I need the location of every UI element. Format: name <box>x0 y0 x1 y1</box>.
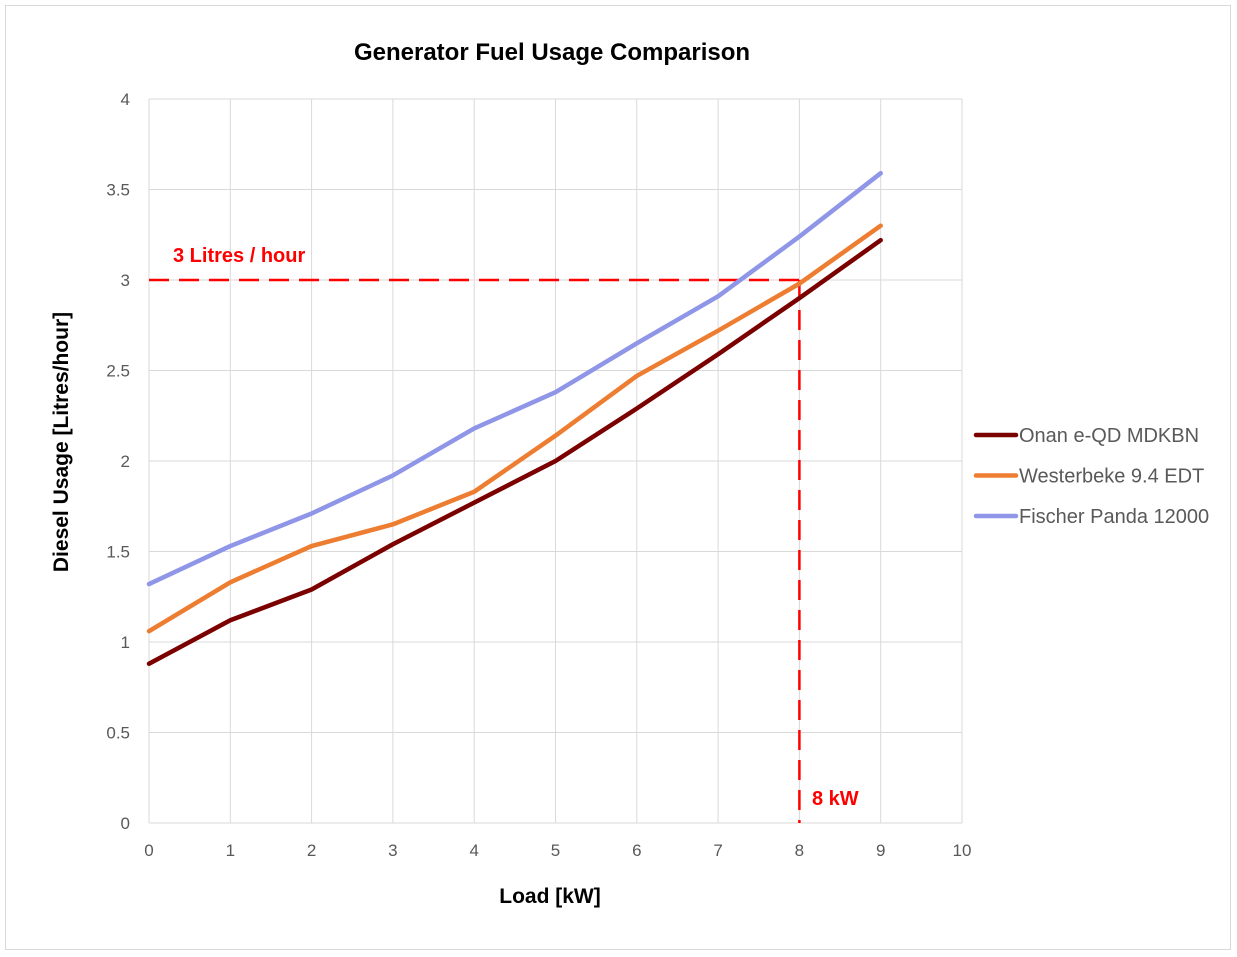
x-tick-label: 0 <box>144 841 153 860</box>
legend-label: Fischer Panda 12000 <box>1019 506 1209 528</box>
x-tick-label: 9 <box>876 841 885 860</box>
series-line-2 <box>146 223 883 634</box>
y-tick-label: 4 <box>121 90 130 109</box>
reference-label-y: 3 Litres / hour <box>173 245 305 267</box>
x-tick-label: 5 <box>551 841 560 860</box>
y-tick-label: 0.5 <box>106 724 130 743</box>
x-tick-label: 10 <box>953 841 972 860</box>
x-tick-label: 1 <box>226 841 235 860</box>
y-tick-label: 1 <box>121 633 130 652</box>
chart-title: Generator Fuel Usage Comparison <box>354 39 750 66</box>
y-tick-label: 1.5 <box>106 543 130 562</box>
y-tick-label: 0 <box>121 814 130 833</box>
legend-label: Onan e-QD MDKBN <box>1019 425 1199 447</box>
y-tick-label: 2 <box>121 452 130 471</box>
x-tick-label: 7 <box>713 841 722 860</box>
x-axis-label: Load [kW] <box>499 885 600 908</box>
y-tick-label: 2.5 <box>106 362 130 381</box>
y-tick-label: 3.5 <box>106 181 130 200</box>
legend-label: Westerbeke 9.4 EDT <box>1019 466 1204 488</box>
y-tick-label: 3 <box>121 271 130 290</box>
chart-border <box>5 5 1231 950</box>
reference-label-x: 8 kW <box>812 788 859 810</box>
series-line-1 <box>146 237 883 666</box>
x-tick-label: 8 <box>795 841 804 860</box>
series-line-3 <box>146 170 883 587</box>
x-tick-label: 3 <box>388 841 397 860</box>
y-axis-label: Diesel Usage [Litres/hour] <box>50 312 73 572</box>
x-tick-label: 2 <box>307 841 316 860</box>
x-tick-label: 6 <box>632 841 641 860</box>
x-tick-label: 4 <box>469 841 478 860</box>
